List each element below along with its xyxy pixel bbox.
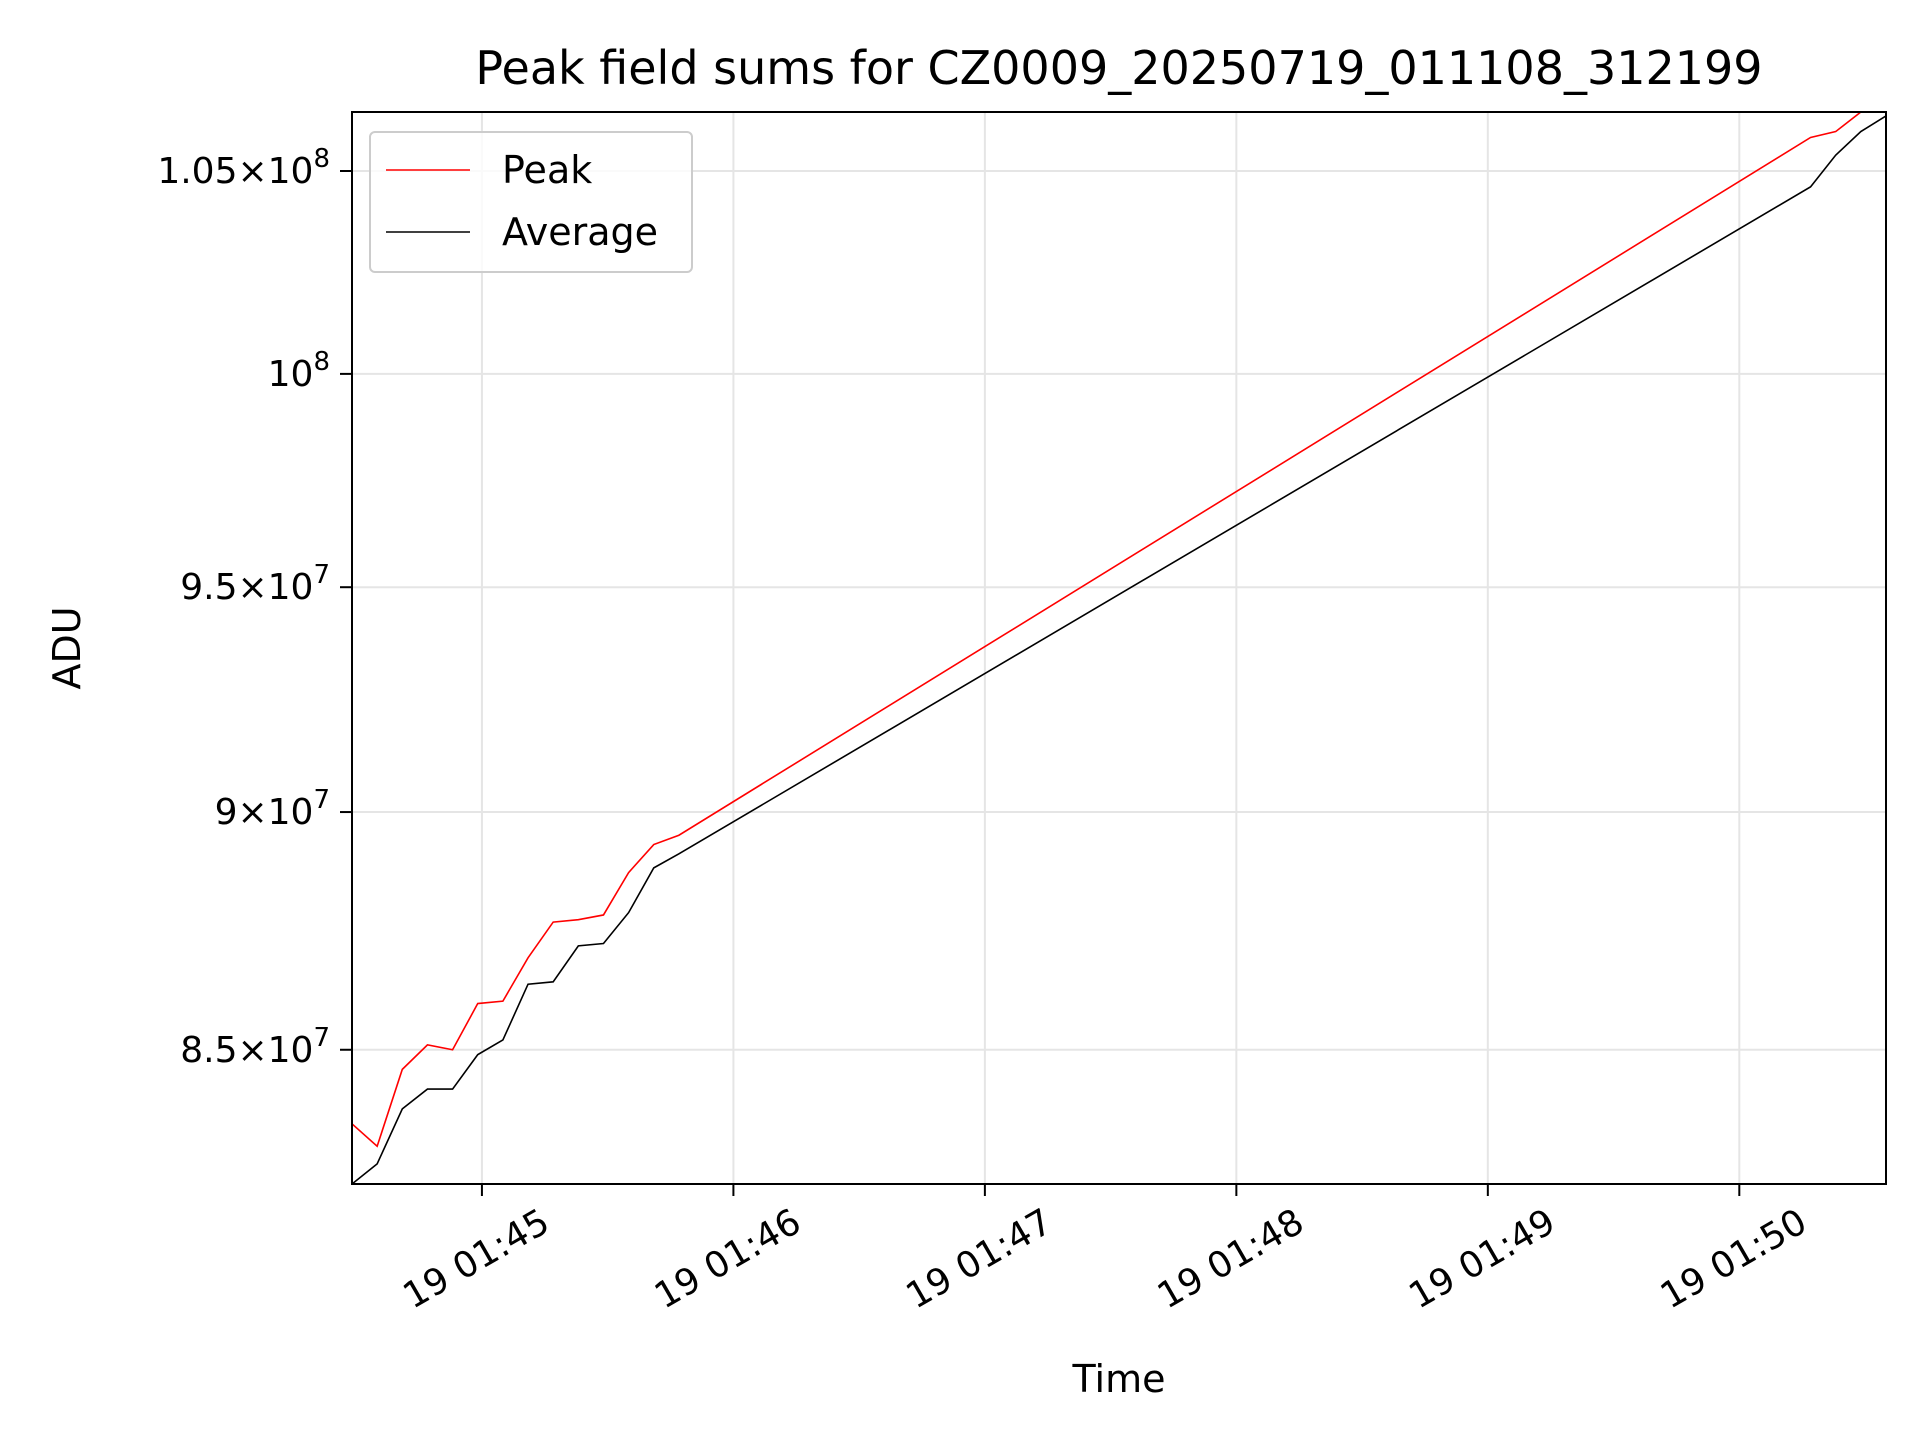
y-tick-label: 9×107 bbox=[215, 785, 330, 833]
y-tick-exponent: 8 bbox=[313, 144, 330, 174]
y-tick-exponent: 7 bbox=[313, 1023, 330, 1053]
y-tick-mantissa: 9.5×10 bbox=[180, 567, 313, 608]
y-tick-exponent: 7 bbox=[313, 560, 330, 590]
y-tick-exponent: 8 bbox=[313, 347, 330, 377]
x-axis-label: Time bbox=[1072, 1357, 1166, 1401]
legend-label-peak: Peak bbox=[502, 148, 592, 192]
chart-title: Peak field sums for CZ0009_20250719_0111… bbox=[475, 41, 1762, 95]
y-tick-label: 9.5×107 bbox=[180, 560, 330, 608]
y-tick-mantissa: 1.05×10 bbox=[157, 151, 313, 192]
y-tick-label: 108 bbox=[268, 347, 330, 395]
y-tick-mantissa: 9×10 bbox=[215, 792, 314, 833]
legend-label-average: Average bbox=[502, 210, 658, 254]
legend: Peak Average bbox=[369, 131, 693, 273]
series-line-peak bbox=[352, 112, 1863, 1148]
plot-frame bbox=[351, 111, 1887, 1185]
y-tick-label: 8.5×107 bbox=[180, 1023, 330, 1071]
y-axis-label: ADU bbox=[45, 606, 89, 689]
series-line-average bbox=[352, 115, 1886, 1184]
y-tick-mantissa: 10 bbox=[268, 354, 314, 395]
y-tick-exponent: 7 bbox=[313, 785, 330, 815]
series-group bbox=[352, 112, 1886, 1184]
y-tick-mantissa: 8.5×10 bbox=[180, 1030, 313, 1071]
y-tick-label: 1.05×108 bbox=[157, 144, 330, 192]
legend-box bbox=[369, 131, 693, 273]
